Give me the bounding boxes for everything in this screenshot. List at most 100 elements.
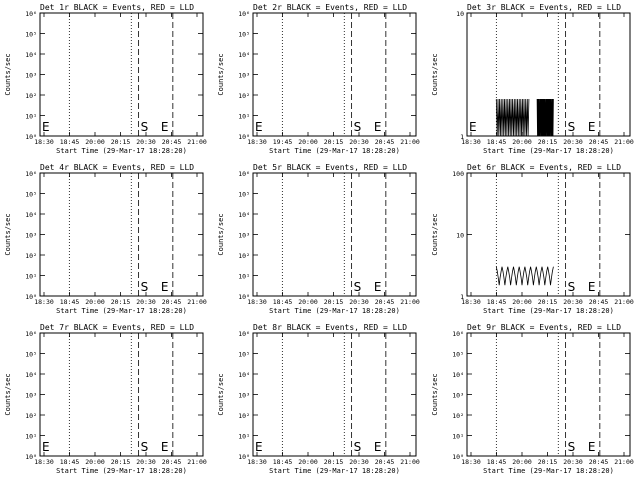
x-tick-label: 21:00 (187, 138, 207, 146)
x-tick-label: 20:45 (162, 298, 182, 306)
y-tick-label: 10¹ (452, 433, 464, 441)
y-tick-label: 10² (452, 412, 464, 420)
x-tick-label: 20:30 (563, 298, 583, 306)
marker-e-start: E (255, 440, 263, 454)
x-tick-label: 20:45 (162, 458, 182, 466)
marker-s: S (568, 440, 576, 454)
y-tick-label: 10⁶ (452, 330, 464, 338)
x-tick-label: 20:45 (162, 138, 182, 146)
y-axis-label: Counts/sec (4, 373, 12, 415)
plot-frame (252, 172, 417, 297)
x-tick-label: 20:30 (349, 458, 369, 466)
y-tick-label: 10⁰ (238, 133, 250, 141)
marker-e-end: E (374, 120, 382, 134)
x-tick-label: 20:00 (85, 458, 105, 466)
x-tick-label: 20:00 (298, 138, 318, 146)
x-axis-label: Start Time (29-Mar-17 18:28:20) (483, 147, 614, 155)
plot-frame (252, 12, 417, 137)
y-tick-label: 10⁴ (452, 371, 464, 379)
x-tick-label: 18:45 (60, 298, 80, 306)
x-tick-label: 20:45 (589, 138, 609, 146)
y-axis-label: Counts/sec (217, 373, 225, 415)
marker-e-start: E (42, 440, 50, 454)
x-tick-label: 20:00 (85, 298, 105, 306)
y-tick-label: 10⁰ (25, 293, 37, 301)
chart-title: Det 9r BLACK = Events, RED = LLD (467, 323, 621, 332)
x-tick-label: 18:45 (487, 138, 507, 146)
x-tick-label: 18:45 (487, 298, 507, 306)
y-tick-label: 10⁶ (25, 170, 37, 178)
y-tick-label: 10¹ (25, 113, 37, 121)
y-tick-label: 10⁴ (25, 211, 37, 219)
x-tick-label: 20:30 (136, 298, 156, 306)
x-tick-label: 21:00 (400, 138, 420, 146)
x-tick-label: 20:45 (375, 458, 395, 466)
plot-frame (39, 332, 204, 457)
y-tick-label: 10³ (238, 232, 250, 240)
x-tick-label: 18:30 (34, 138, 54, 146)
x-tick-label: 20:45 (375, 138, 395, 146)
chart-panel-7: Det 7r BLACK = Events, RED = LLD Counts/s… (4, 323, 207, 475)
y-tick-label: 10⁶ (25, 330, 37, 338)
chart-panel-6: Det 6r BLACK = Events, RED = LLD Counts/s… (431, 163, 634, 315)
x-tick-label: 20:45 (589, 298, 609, 306)
x-tick-label: 20:15 (538, 138, 558, 146)
chart-title: Det 7r BLACK = Events, RED = LLD (40, 323, 194, 332)
marker-s: S (354, 280, 362, 294)
chart-title: Det 3r BLACK = Events, RED = LLD (467, 3, 621, 12)
x-tick-label: 18:45 (60, 458, 80, 466)
y-tick-label: 10⁰ (238, 293, 250, 301)
marker-s: S (141, 280, 149, 294)
series-line (495, 98, 554, 137)
y-tick-label: 1 (460, 293, 464, 301)
chart-panel-2: Det 2r BLACK = Events, RED = LLD Counts/s… (217, 3, 420, 155)
x-tick-label: 20:00 (512, 458, 532, 466)
y-tick-label: 10⁵ (452, 351, 464, 359)
plot-frame (466, 12, 631, 137)
chart-title: Det 4r BLACK = Events, RED = LLD (40, 163, 194, 172)
chart-panel-8: Det 8r BLACK = Events, RED = LLD Counts/s… (217, 323, 420, 475)
x-tick-label: 21:00 (187, 298, 207, 306)
y-tick-label: 10² (238, 92, 250, 100)
x-tick-label: 21:00 (614, 458, 634, 466)
x-tick-label: 20:00 (85, 138, 105, 146)
x-tick-label: 20:45 (589, 458, 609, 466)
x-tick-label: 18:45 (487, 458, 507, 466)
y-axis-label: Counts/sec (4, 53, 12, 95)
x-axis-label: Start Time (29-Mar-17 18:28:20) (56, 147, 187, 155)
x-tick-label: 18:30 (247, 458, 267, 466)
y-tick-label: 10⁶ (238, 10, 250, 18)
x-tick-label: 21:00 (187, 458, 207, 466)
chart-title: Det 8r BLACK = Events, RED = LLD (253, 323, 407, 332)
x-tick-label: 18:30 (34, 458, 54, 466)
x-tick-label: 18:30 (34, 298, 54, 306)
marker-s: S (141, 120, 149, 134)
y-tick-label: 10⁰ (25, 133, 37, 141)
y-tick-label: 10⁶ (238, 330, 250, 338)
x-tick-label: 20:30 (563, 138, 583, 146)
x-tick-label: 21:00 (614, 138, 634, 146)
plot-frame (252, 332, 417, 457)
y-tick-label: 10⁵ (238, 351, 250, 359)
y-tick-label: 10⁵ (25, 31, 37, 39)
x-tick-label: 20:15 (324, 138, 344, 146)
marker-e-end: E (588, 440, 596, 454)
marker-e-end: E (161, 440, 169, 454)
y-tick-label: 10³ (25, 232, 37, 240)
x-tick-label: 18:30 (247, 298, 267, 306)
x-axis-label: Start Time (29-Mar-17 18:28:20) (483, 307, 614, 315)
plot-frame (39, 12, 204, 137)
chart-panel-5: Det 5r BLACK = Events, RED = LLD Counts/s… (217, 163, 420, 315)
x-axis-label: Start Time (29-Mar-17 18:28:20) (269, 467, 400, 475)
x-axis-label: Start Time (29-Mar-17 18:28:20) (56, 467, 187, 475)
x-axis-label: Start Time (29-Mar-17 18:28:20) (483, 467, 614, 475)
chart-title: Det 2r BLACK = Events, RED = LLD (253, 3, 407, 12)
y-tick-label: 10⁵ (25, 351, 37, 359)
y-tick-label: 10 (456, 232, 464, 240)
chart-panel-1: Det 1r BLACK = Events, RED = LLD Counts/s… (4, 3, 207, 155)
chart-title: Det 5r BLACK = Events, RED = LLD (253, 163, 407, 172)
x-axis-label: Start Time (29-Mar-17 18:28:20) (269, 147, 400, 155)
y-tick-label: 1 (460, 133, 464, 141)
y-tick-label: 10 (456, 10, 464, 18)
